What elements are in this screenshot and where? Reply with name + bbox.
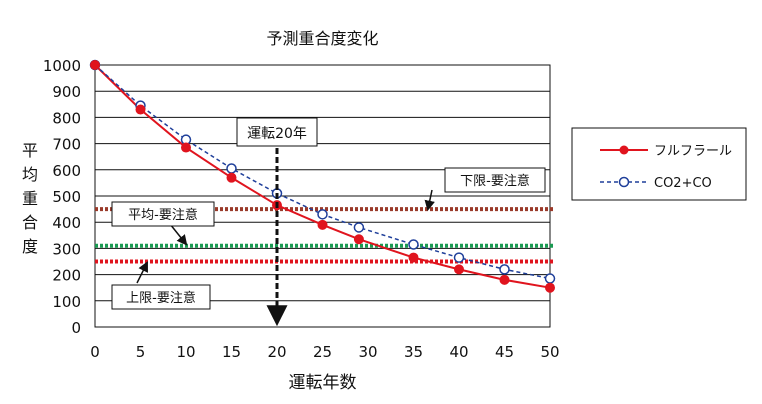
annotation-label: 平均-要注意 bbox=[128, 207, 198, 223]
chart-title: 予測重合度変化 bbox=[266, 29, 378, 48]
legend-marker bbox=[618, 176, 630, 188]
data-point bbox=[408, 239, 419, 250]
grid bbox=[94, 64, 551, 328]
legend-box bbox=[571, 127, 747, 201]
data-point bbox=[226, 172, 237, 183]
x-tick-label: 10 bbox=[176, 343, 195, 361]
x-tick-label: 30 bbox=[358, 343, 377, 361]
data-point bbox=[499, 274, 510, 285]
data-point bbox=[499, 264, 510, 275]
data-point bbox=[454, 264, 464, 275]
y-tick-label: 200 bbox=[52, 267, 81, 285]
x-tick-label: 0 bbox=[90, 343, 100, 361]
data-point bbox=[317, 209, 328, 220]
axes: 0 100 200 300 400 500 600 700 800 900 1000 0 5 10 15 20… bbox=[22, 29, 560, 393]
y-tick-label: 400 bbox=[52, 214, 81, 232]
x-tick-label: 5 bbox=[136, 343, 146, 361]
annotation-label: 下限-要注意 bbox=[460, 173, 530, 189]
y-tick-label: 0 bbox=[71, 319, 81, 337]
vertical-marker-label: 運転20年 bbox=[247, 126, 307, 142]
vertical-marker: 運転20年 bbox=[236, 117, 318, 327]
data-point bbox=[226, 163, 237, 174]
y-axis-label: 平均重合度 bbox=[22, 141, 38, 256]
y-tick-label: 600 bbox=[52, 162, 81, 180]
annotation-arrow bbox=[424, 189, 435, 212]
data-point bbox=[353, 234, 364, 245]
data-point bbox=[353, 222, 365, 233]
data-point bbox=[317, 219, 328, 230]
data-point bbox=[90, 60, 100, 70]
annotation-label: 上限-要注意 bbox=[126, 290, 196, 306]
x-tick-label: 35 bbox=[404, 343, 423, 361]
x-tick-label: 45 bbox=[495, 343, 514, 361]
data-point bbox=[408, 252, 419, 263]
y-tick-label: 900 bbox=[52, 83, 81, 101]
legend-label: CO2+CO bbox=[654, 176, 712, 191]
x-tick-label: 40 bbox=[449, 343, 468, 361]
x-tick-label: 15 bbox=[222, 343, 241, 361]
series bbox=[89, 59, 556, 293]
data-point bbox=[181, 142, 191, 153]
legend: フルフラール CO2+CO bbox=[571, 127, 747, 201]
x-tick-label: 25 bbox=[313, 343, 332, 361]
legend-label: フルフラール bbox=[654, 144, 732, 159]
annotation-box bbox=[444, 167, 546, 193]
y-tick-label: 800 bbox=[52, 109, 81, 127]
y-tick-label: 700 bbox=[52, 136, 81, 154]
legend-marker bbox=[619, 145, 629, 155]
annotation-arrow bbox=[169, 223, 188, 246]
annotation-arrow bbox=[136, 261, 148, 284]
vertical-marker-box bbox=[236, 117, 318, 147]
y-tick-label: 300 bbox=[52, 240, 81, 258]
data-point bbox=[544, 273, 556, 284]
data-point bbox=[545, 282, 555, 293]
x-tick-label: 50 bbox=[540, 343, 559, 361]
data-point bbox=[453, 252, 465, 263]
y-tick-label: 1000 bbox=[43, 57, 81, 75]
x-tick-label: 20 bbox=[267, 343, 286, 361]
x-axis-label: 運転年数 bbox=[289, 373, 357, 393]
y-tick-label: 500 bbox=[52, 188, 81, 206]
data-point bbox=[135, 104, 146, 115]
annotation-box bbox=[111, 284, 211, 310]
y-tick-label: 100 bbox=[52, 293, 81, 311]
annotation-box bbox=[111, 201, 215, 227]
